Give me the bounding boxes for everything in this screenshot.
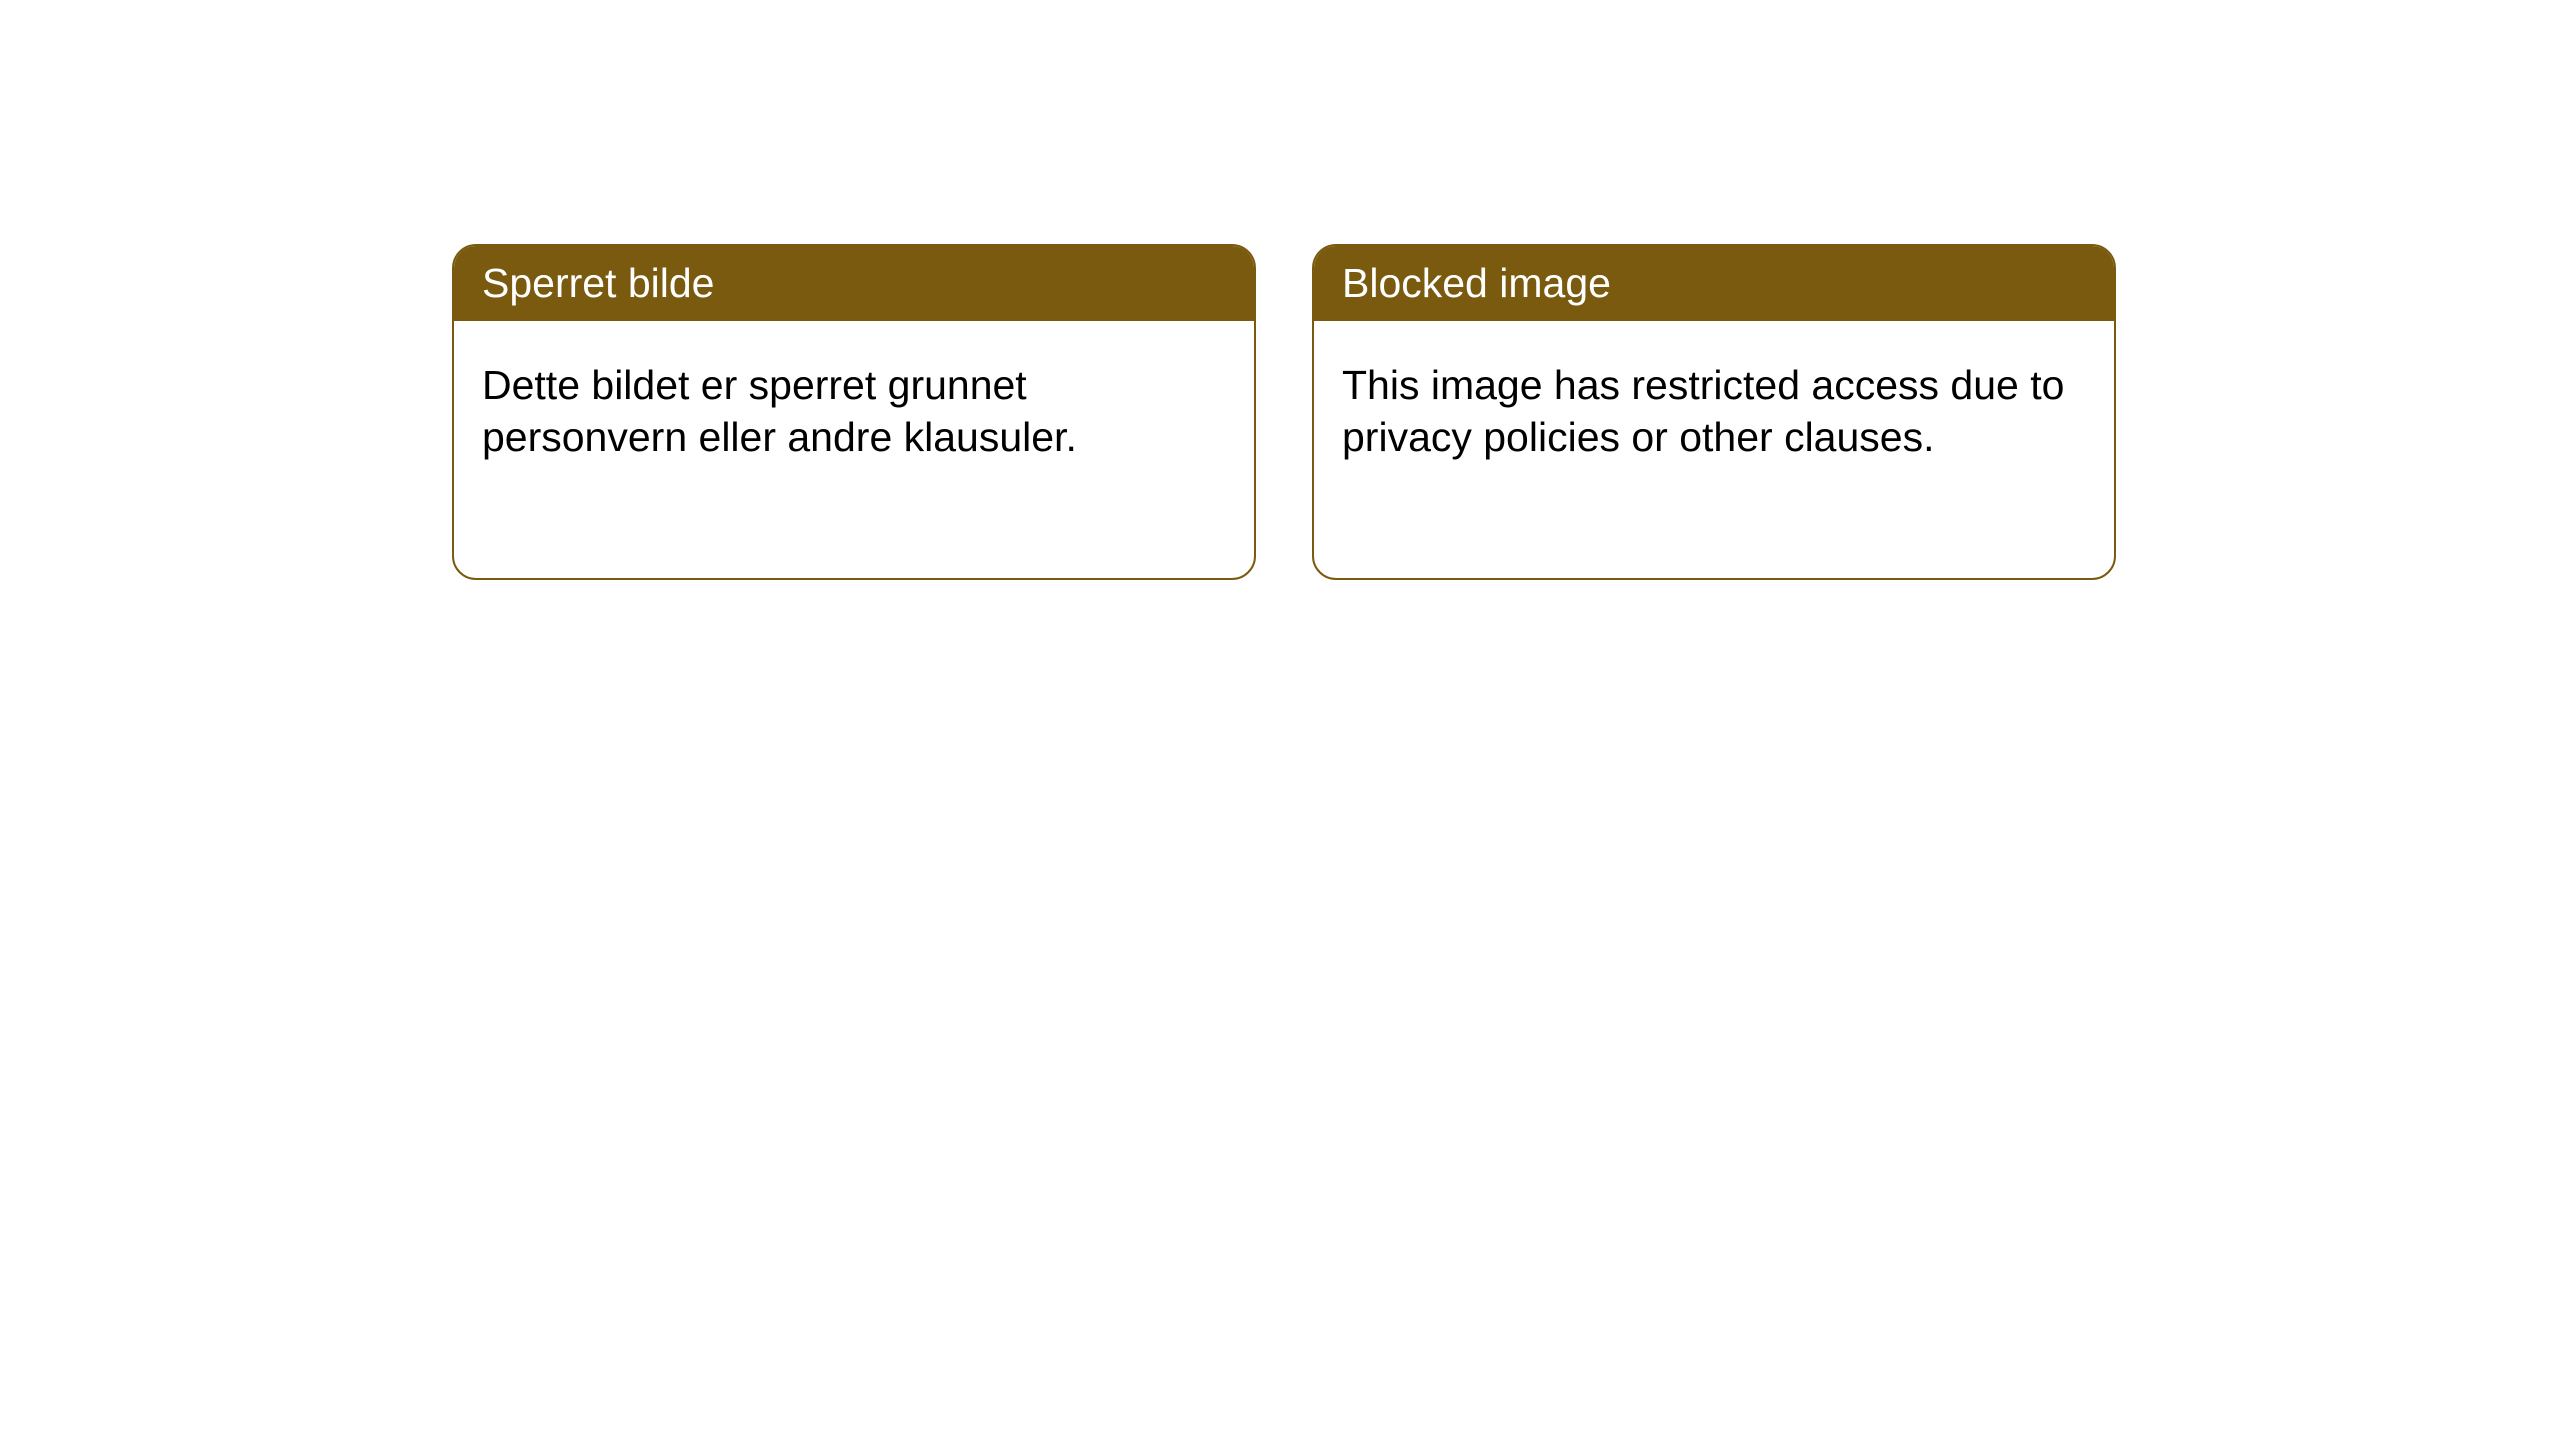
card-body: This image has restricted access due to …	[1314, 321, 2114, 502]
notice-card-norwegian: Sperret bilde Dette bildet er sperret gr…	[452, 244, 1256, 580]
card-header: Sperret bilde	[454, 246, 1254, 321]
notice-card-english: Blocked image This image has restricted …	[1312, 244, 2116, 580]
card-header: Blocked image	[1314, 246, 2114, 321]
card-body: Dette bildet er sperret grunnet personve…	[454, 321, 1254, 502]
notice-cards-container: Sperret bilde Dette bildet er sperret gr…	[0, 0, 2560, 580]
